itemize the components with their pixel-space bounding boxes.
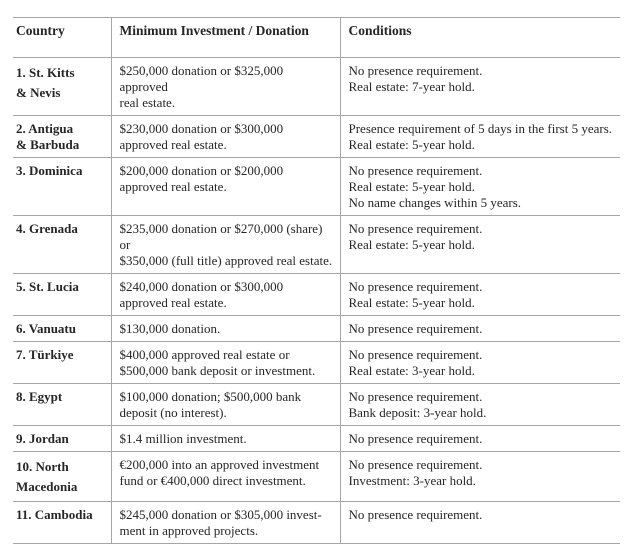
- table-row: 9. Jordan $1.4 million investment. No pr…: [13, 425, 620, 452]
- investment-table-container: Country Minimum Investment / Donation Co…: [13, 17, 620, 544]
- country-cell: 10. North Macedonia: [13, 451, 111, 502]
- country-cell: 9. Jordan: [13, 425, 111, 452]
- investment-cell: $245,000 donation or $305,000 invest- me…: [110, 501, 340, 544]
- conditions-cell: No presence requirement.: [339, 315, 620, 342]
- country-cell: 5. St. Lucia: [13, 273, 111, 316]
- country-cell: 1. St. Kitts & Nevis: [13, 57, 111, 116]
- country-cell: 6. Vanuatu: [13, 315, 111, 342]
- table-row: 11. Cambodia $245,000 donation or $305,0…: [13, 501, 620, 544]
- column-header-investment: Minimum Investment / Donation: [110, 17, 340, 58]
- conditions-cell: No presence requirement. Real estate: 7-…: [339, 57, 620, 116]
- table-row: 10. North Macedonia €200,000 into an app…: [13, 451, 620, 502]
- column-header-conditions: Conditions: [339, 17, 620, 58]
- country-cell: 4. Grenada: [13, 215, 111, 274]
- column-header-country: Country: [13, 17, 111, 58]
- country-cell: 11. Cambodia: [13, 501, 111, 544]
- conditions-cell: No presence requirement. Investment: 3-y…: [339, 451, 620, 502]
- investment-cell: $230,000 donation or $300,000 approved r…: [110, 115, 340, 158]
- conditions-cell: No presence requirement. Real estate: 3-…: [339, 341, 620, 384]
- investment-cell: $200,000 donation or $200,000 approved r…: [110, 157, 340, 216]
- investment-cell: $130,000 donation.: [110, 315, 340, 342]
- conditions-cell: No presence requirement. Bank deposit: 3…: [339, 383, 620, 426]
- conditions-cell: No presence requirement. Real estate: 5-…: [339, 273, 620, 316]
- table-row: 8. Egypt $100,000 donation; $500,000 ban…: [13, 383, 620, 426]
- table-row: 1. St. Kitts & Nevis $250,000 donation o…: [13, 57, 620, 116]
- conditions-cell: No presence requirement.: [339, 425, 620, 452]
- citizenship-investment-table: Country Minimum Investment / Donation Co…: [13, 17, 620, 544]
- country-cell: 2. Antigua & Barbuda: [13, 115, 111, 158]
- country-cell: 3. Dominica: [13, 157, 111, 216]
- conditions-cell: Presence requirement of 5 days in the fi…: [339, 115, 620, 158]
- investment-cell: $400,000 approved real estate or $500,00…: [110, 341, 340, 384]
- table-row: 4. Grenada $235,000 donation or $270,000…: [13, 215, 620, 274]
- country-cell: 7. Türkiye: [13, 341, 111, 384]
- conditions-cell: No presence requirement.: [339, 501, 620, 544]
- table-row: 7. Türkiye $400,000 approved real estate…: [13, 341, 620, 384]
- investment-cell: $1.4 million investment.: [110, 425, 340, 452]
- table-row: 5. St. Lucia $240,000 donation or $300,0…: [13, 273, 620, 316]
- investment-cell: $235,000 donation or $270,000 (share) or…: [110, 215, 340, 274]
- conditions-cell: No presence requirement. Real estate: 5-…: [339, 157, 620, 216]
- table-row: 3. Dominica $200,000 donation or $200,00…: [13, 157, 620, 216]
- investment-cell: €200,000 into an approved investment fun…: [110, 451, 340, 502]
- conditions-cell: No presence requirement. Real estate: 5-…: [339, 215, 620, 274]
- country-cell: 8. Egypt: [13, 383, 111, 426]
- table-row: 6. Vanuatu $130,000 donation. No presenc…: [13, 315, 620, 342]
- header-row: Country Minimum Investment / Donation Co…: [13, 17, 620, 58]
- investment-cell: $240,000 donation or $300,000 approved r…: [110, 273, 340, 316]
- investment-cell: $100,000 donation; $500,000 bank deposit…: [110, 383, 340, 426]
- investment-cell: $250,000 donation or $325,000 approved r…: [110, 57, 340, 116]
- table-row: 2. Antigua & Barbuda $230,000 donation o…: [13, 115, 620, 158]
